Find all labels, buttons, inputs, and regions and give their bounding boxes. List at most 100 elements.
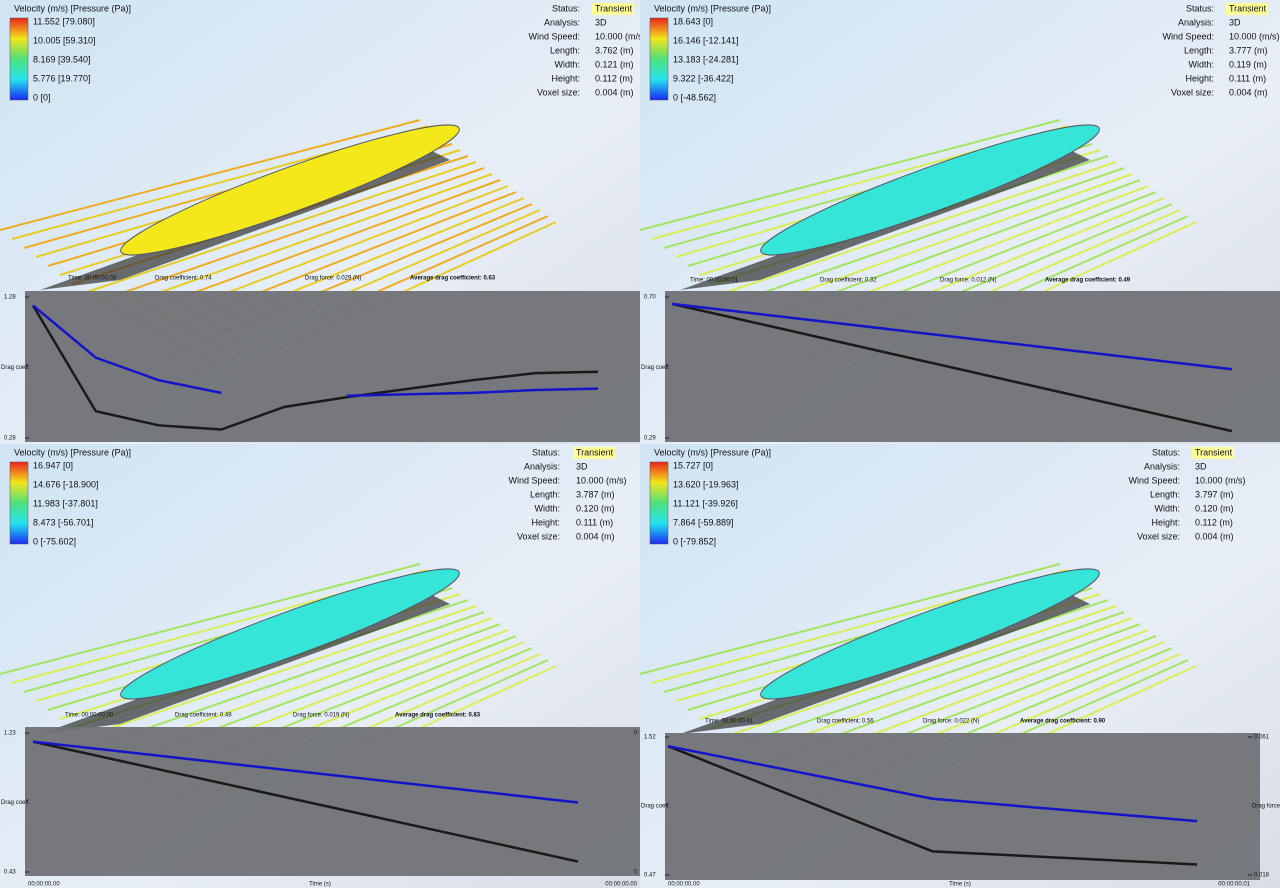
info-value: 3.787 (m) [576, 489, 615, 499]
y-tick-label: 0.47 [644, 873, 656, 879]
legend-label: 0 [-79.852] [673, 536, 716, 546]
info-value: 0.111 (m) [576, 517, 613, 527]
stat-drag-coefficient: Drag coefficient: 0.32 [820, 278, 877, 284]
info-label: Width: [554, 59, 580, 69]
color-bar [649, 17, 669, 101]
x-tick-label: 00:00:00.01 [1218, 882, 1250, 888]
legend-label: 13.183 [-24.281] [673, 54, 739, 64]
legend-label: 0 [-48.562] [673, 92, 716, 102]
series-line [671, 302, 1233, 433]
stat-drag-coefficient: Drag coefficient: 0.56 [817, 719, 874, 725]
y2-axis-label: Drag force (N) [1252, 804, 1280, 810]
stat-drag-force: Drag force: 0.029 (N) [305, 276, 361, 282]
info-label: Height: [1151, 517, 1180, 527]
stat-drag-force: Drag force: 0.022 (N) [923, 719, 979, 725]
info-value: 0.111 (m) [1229, 73, 1266, 83]
info-label: Status: [552, 3, 580, 13]
stat-average: Average drag coefficient: 0.49 [1045, 278, 1131, 284]
legend-label: 5.776 [19.770] [33, 73, 91, 83]
y2-tick-label: 0.018 [1254, 873, 1270, 879]
stat-time: Time: 00:00:00.03 [68, 276, 117, 282]
plot-area [665, 733, 1260, 880]
info-value: 3D [1195, 461, 1207, 471]
color-bar [9, 17, 29, 101]
info-value: Transient [595, 3, 633, 13]
status-highlight [573, 447, 615, 459]
series-line [667, 744, 1198, 823]
y-axis-label: Drag coeff. [641, 365, 671, 371]
info-value: 0.004 (m) [576, 531, 615, 541]
legend-label: 15.727 [0] [673, 460, 713, 470]
info-value: 3.777 (m) [1229, 45, 1268, 55]
legend-label: 8.169 [39.540] [33, 54, 91, 64]
info-label: Length: [530, 489, 560, 499]
info-label: Height: [551, 73, 580, 83]
info-value: 3.797 (m) [1195, 489, 1234, 499]
y-tick-label: 1.52 [644, 735, 656, 741]
y-tick-label: 0.43 [4, 870, 16, 876]
info-value: 0.112 (m) [595, 73, 633, 83]
info-label: Width: [534, 503, 560, 513]
info-label: Analysis: [1144, 461, 1180, 471]
info-value: 0.004 (m) [1195, 531, 1234, 541]
info-label: Length: [550, 45, 580, 55]
info-value: 3D [576, 461, 588, 471]
legend-label: 0 [-75.602] [33, 536, 76, 546]
y-tick-label: 1.23 [4, 731, 16, 737]
streamline [0, 119, 421, 231]
info-label: Height: [1185, 73, 1214, 83]
streamline [83, 161, 477, 294]
y-axis-label: Drag coeff. [641, 804, 671, 810]
panel: Velocity (m/s) [Pressure (Pa)] 15.727 [0]… [639, 444, 1280, 888]
status-highlight [1226, 3, 1268, 15]
hull-model [120, 124, 460, 256]
legend-label: 11.552 [79.080] [33, 16, 95, 26]
info-value: 0.004 (m) [1229, 87, 1268, 97]
streamline [95, 611, 485, 747]
right-label: 0 [634, 731, 638, 737]
info-value: 3D [1229, 17, 1241, 27]
stat-drag-force: Drag force: 0.019 (N) [293, 713, 349, 719]
streamline [723, 605, 1117, 738]
y-axis-label: Drag coeff. [1, 365, 31, 371]
streamline [747, 617, 1133, 756]
legend-label: 13.620 [-19.963] [673, 479, 739, 489]
info-value: 10.000 (m/s) [576, 475, 627, 485]
stat-time: Time: 00:00:00.01 [705, 719, 754, 725]
info-label: Voxel size: [1171, 87, 1214, 97]
info-value: 0.112 (m) [1195, 517, 1233, 527]
series-line [667, 745, 1198, 866]
color-bar [649, 461, 669, 545]
info-value: 3D [595, 17, 607, 27]
stat-average: Average drag coefficient: 0.90 [1020, 719, 1106, 725]
streamline [735, 611, 1125, 747]
y2-tick-label: 0.061 [1254, 735, 1270, 741]
info-label: Voxel size: [537, 87, 580, 97]
legend-label: 0 [0] [33, 92, 51, 102]
info-value: 0.120 (m) [576, 503, 615, 513]
stat-drag-coefficient: Drag coefficient: 0.74 [155, 276, 212, 282]
streamline [747, 173, 1133, 312]
panel: Velocity (m/s) [Pressure (Pa)] 11.552 [79… [0, 0, 643, 444]
series-line [32, 304, 599, 397]
legend-label: 18.643 [0] [673, 16, 713, 26]
info-value: 0.119 (m) [1229, 59, 1267, 69]
stat-average: Average drag coefficient: 0.63 [410, 276, 496, 282]
info-value: Transient [1195, 447, 1233, 457]
right-label: 0 [634, 870, 638, 876]
y-tick-label: 0.28 [4, 436, 16, 442]
legend-title: Velocity (m/s) [Pressure (Pa)] [14, 447, 131, 457]
legend-title: Velocity (m/s) [Pressure (Pa)] [14, 3, 131, 13]
streamline [639, 119, 1061, 231]
legend-label: 11.121 [-39.926] [673, 498, 738, 508]
info-label: Wind Speed: [528, 31, 580, 41]
legend-label: 8.473 [-56.701] [33, 517, 94, 527]
y-tick-label: 0.29 [644, 436, 656, 442]
info-label: Analysis: [544, 17, 580, 27]
streamline [95, 167, 485, 303]
streamline [723, 161, 1117, 294]
x-tick-label: 00:00:00.00 [28, 882, 60, 888]
info-label: Status: [1186, 3, 1214, 13]
